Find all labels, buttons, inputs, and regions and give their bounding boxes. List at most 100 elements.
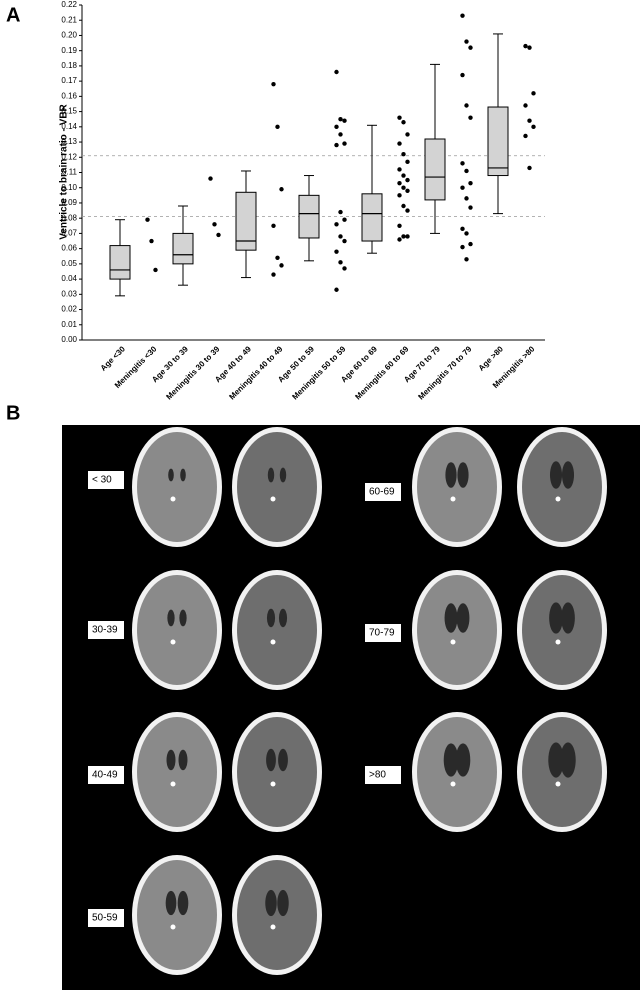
ct-label-box bbox=[88, 766, 124, 784]
ct-calcification bbox=[450, 496, 456, 502]
box bbox=[424, 138, 446, 201]
point bbox=[527, 165, 532, 171]
ct-ventricle bbox=[548, 742, 564, 778]
point bbox=[338, 132, 343, 137]
ct-label-box bbox=[88, 621, 124, 639]
ct-ventricle bbox=[167, 609, 175, 627]
ct-ventricle bbox=[179, 609, 187, 627]
point bbox=[271, 81, 276, 87]
ct-ventricle bbox=[457, 462, 469, 488]
point bbox=[271, 223, 276, 228]
y-tick-label: 0.19 bbox=[61, 46, 77, 55]
ct-brain bbox=[522, 432, 602, 542]
ct-ventricle bbox=[267, 467, 275, 483]
box bbox=[361, 193, 383, 242]
y-tick-label: 0.02 bbox=[61, 305, 77, 314]
ct-ventricle bbox=[445, 462, 457, 488]
ct-calcification bbox=[270, 781, 276, 787]
point bbox=[208, 176, 213, 181]
point bbox=[145, 217, 150, 222]
point bbox=[401, 185, 406, 190]
point bbox=[468, 45, 473, 50]
x-tick-label: Meningitis 60 to 69 bbox=[353, 344, 410, 401]
ct-label: 50-59 bbox=[92, 913, 118, 924]
point bbox=[279, 187, 284, 192]
ct-ventricle bbox=[166, 749, 176, 771]
ct-brain bbox=[522, 717, 602, 827]
x-tick-label: Age <30 bbox=[99, 344, 128, 373]
point bbox=[405, 132, 410, 137]
point bbox=[334, 249, 339, 254]
point bbox=[527, 45, 532, 50]
ct-label: 70-79 bbox=[369, 628, 395, 639]
box bbox=[235, 191, 257, 251]
point bbox=[464, 196, 469, 201]
y-tick-label: 0.01 bbox=[61, 320, 77, 329]
point bbox=[334, 287, 339, 292]
y-tick-label: 0.06 bbox=[61, 244, 77, 253]
ct-brain bbox=[417, 717, 497, 827]
y-tick-label: 0.00 bbox=[61, 335, 77, 344]
ct-ventricle bbox=[443, 743, 459, 777]
y-tick-label: 0.04 bbox=[61, 274, 77, 283]
point bbox=[523, 133, 528, 139]
ct-brain bbox=[417, 575, 497, 685]
ct-label: < 30 bbox=[92, 475, 112, 486]
ct-ventricle bbox=[277, 889, 289, 917]
y-tick-label: 0.08 bbox=[61, 213, 77, 222]
ct-brain bbox=[237, 860, 317, 970]
point bbox=[275, 124, 280, 130]
point bbox=[342, 266, 347, 271]
ct-brain bbox=[237, 717, 317, 827]
y-tick-label: 0.16 bbox=[61, 91, 77, 100]
point bbox=[212, 222, 217, 227]
y-tick-label: 0.17 bbox=[61, 76, 77, 85]
ct-label: >80 bbox=[369, 770, 386, 781]
y-axis-label: Ventricle to brain ratio - VBR bbox=[59, 103, 70, 239]
ct-calcification bbox=[170, 924, 176, 930]
point bbox=[401, 120, 406, 125]
point bbox=[342, 141, 347, 146]
ct-ventricle bbox=[278, 608, 288, 628]
ct-ventricle bbox=[278, 748, 288, 772]
point bbox=[216, 232, 221, 238]
y-tick-label: 0.18 bbox=[61, 61, 77, 70]
ct-calcification bbox=[170, 781, 176, 787]
ct-label-box bbox=[365, 624, 401, 642]
point bbox=[405, 234, 410, 239]
y-tick-label: 0.10 bbox=[61, 183, 77, 192]
ct-ventricle bbox=[168, 468, 174, 482]
y-tick-label: 0.03 bbox=[61, 289, 77, 298]
point bbox=[527, 118, 532, 123]
ct-ventricle bbox=[561, 461, 575, 489]
point bbox=[338, 209, 343, 215]
point bbox=[460, 185, 465, 190]
ct-ventricle bbox=[456, 603, 470, 633]
y-tick-label: 0.11 bbox=[62, 168, 78, 177]
point bbox=[397, 167, 402, 172]
ct-ventricle bbox=[455, 743, 471, 777]
point bbox=[342, 118, 347, 123]
ct-label-box bbox=[88, 909, 124, 927]
point bbox=[342, 217, 347, 222]
panel-label: B bbox=[6, 402, 20, 424]
point bbox=[338, 117, 343, 122]
y-tick-label: 0.14 bbox=[61, 122, 77, 131]
ct-calcification bbox=[170, 639, 176, 645]
box bbox=[298, 194, 320, 239]
point bbox=[401, 203, 406, 209]
ct-ventricle bbox=[444, 603, 458, 633]
ct-ventricle bbox=[549, 461, 563, 489]
ct-calcification bbox=[270, 924, 276, 930]
point bbox=[401, 152, 406, 157]
point bbox=[460, 161, 465, 166]
point bbox=[275, 255, 280, 260]
point bbox=[464, 103, 469, 108]
box bbox=[172, 232, 194, 265]
point bbox=[405, 208, 410, 213]
point bbox=[460, 72, 465, 78]
box bbox=[487, 106, 509, 177]
ct-calcification bbox=[555, 781, 561, 787]
